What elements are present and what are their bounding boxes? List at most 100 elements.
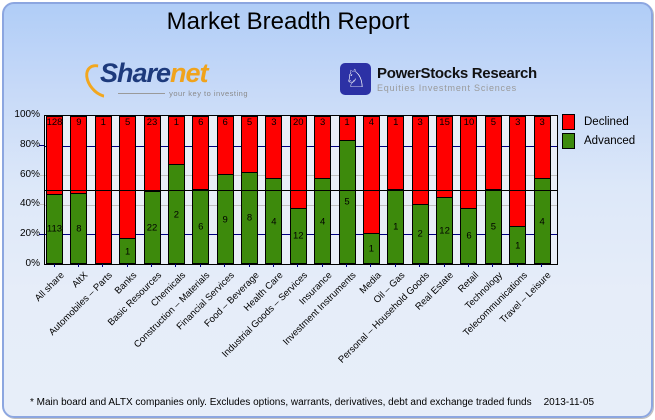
bar-segment-advanced	[387, 189, 405, 264]
bar-segment-advanced	[484, 189, 502, 264]
x-axis-tick	[467, 264, 469, 267]
bar-Health Care: 34	[265, 116, 283, 264]
advanced-value-label: 22	[146, 222, 158, 234]
declined-value-label: 1	[344, 117, 350, 128]
advanced-value-label: 1	[515, 240, 521, 251]
declined-value-label: 5	[490, 117, 496, 128]
y-axis-label-0%: 0%	[25, 258, 40, 269]
bar-segment-advanced	[411, 203, 429, 264]
advanced-value-label: 2	[173, 209, 180, 221]
fifty-percent-reference-line	[44, 190, 558, 191]
footnote-text: * Main board and ALTX companies only. Ex…	[30, 397, 532, 408]
bar-segment-advanced	[460, 207, 478, 264]
bar-Investment Instruments: 15	[338, 116, 356, 264]
tagline-divider	[118, 93, 166, 94]
declined-value-label: 9	[76, 117, 82, 128]
declined-value-label: 3	[515, 117, 521, 128]
declined-value-label: 5	[246, 117, 253, 128]
bar-segment-advanced	[167, 164, 185, 264]
bar-segment-advanced	[338, 139, 356, 264]
bar-segment-advanced	[509, 226, 527, 264]
declined-value-label: 23	[146, 117, 158, 128]
bar-segment-advanced	[241, 171, 259, 264]
bar-segment-declined	[119, 116, 137, 240]
bar-segment-advanced	[216, 174, 234, 264]
advanced-value-label: 6	[466, 230, 472, 242]
x-axis-tick	[541, 264, 543, 267]
y-axis-label-100%: 100%	[14, 109, 40, 120]
legend-label-declined: Declined	[584, 116, 629, 128]
x-axis-tick	[516, 264, 518, 267]
powerstocks-name: PowerStocks Research	[377, 65, 537, 82]
advanced-value-label: 5	[490, 221, 496, 233]
bar-segment-advanced	[265, 178, 283, 264]
y-axis-tick	[39, 174, 44, 176]
declined-value-label: 1	[100, 117, 106, 128]
bar-segment-advanced	[119, 238, 137, 264]
bar-segment-advanced	[362, 233, 380, 264]
bar-segment-advanced	[143, 190, 161, 264]
advanced-value-label: 6	[198, 221, 204, 233]
advanced-value-label: 1	[393, 221, 399, 233]
x-axis-label-AltX: AltX	[70, 270, 91, 291]
advanced-value-label: 2	[417, 228, 423, 240]
legend-item-advanced: Advanced	[562, 133, 635, 149]
x-axis-tick	[321, 264, 323, 267]
sharenet-logo: Sharenet your key to investing	[78, 58, 258, 104]
bar-Real Estate: 15 12	[436, 116, 454, 264]
bar-segment-advanced	[289, 207, 307, 264]
x-axis-labels: All share AltX Automobiles – Parts Banks Bas…	[32, 267, 558, 397]
y-axis-tick	[39, 234, 44, 236]
declined-value-label: 4	[368, 117, 375, 128]
bar-All share: 128 113	[46, 116, 63, 264]
bar-segment-declined	[362, 116, 380, 235]
y-axis-tick	[39, 144, 44, 146]
x-axis-tick	[126, 264, 128, 267]
declined-value-label: 1	[393, 117, 399, 128]
legend-label-advanced: Advanced	[584, 135, 636, 147]
declined-value-label: 15	[439, 117, 450, 128]
sharenet-word-primary: Share	[100, 58, 171, 88]
bar-Oil – Gas: 11	[387, 116, 405, 264]
declined-value-label: 3	[271, 117, 277, 128]
bar-segment-advanced	[436, 197, 454, 264]
bar-Financial Services: 69	[216, 116, 234, 264]
powerstocks-subtitle: Equities Investment Sciences	[377, 83, 517, 93]
advanced-swatch-icon	[562, 133, 575, 149]
bar-Industrial Goods – Services: 20 12	[289, 116, 307, 264]
bar-segment-declined	[509, 116, 527, 227]
y-axis-label-20%: 20%	[19, 228, 40, 240]
advanced-value-label: 4	[320, 216, 326, 228]
x-axis-tick	[199, 264, 201, 267]
x-axis-tick	[248, 264, 250, 267]
bar-Basic Resources: 23 22	[143, 116, 161, 264]
bar-segment-advanced	[192, 189, 210, 264]
chart-legend: Declined Advanced	[562, 114, 635, 152]
x-axis-tick	[297, 264, 299, 267]
declined-value-label: 5	[124, 117, 131, 128]
declined-value-label: 6	[222, 117, 228, 128]
page-title: Market Breadth Report	[166, 8, 410, 35]
chart-plot-area: 128 113 9 8 1 5 1 23 22 1 2 6 6 6 9 5 8 3 4 20 12 3 4 1 5 4 1 1 1 3 2 1…	[44, 115, 558, 265]
advanced-value-label: 8	[76, 223, 82, 235]
bar-Travel – Leisure: 34	[533, 116, 551, 264]
bar-segment-advanced	[533, 178, 551, 264]
bar-segment-declined	[436, 116, 454, 199]
advanced-value-label: 4	[539, 216, 545, 228]
x-axis-tick	[102, 264, 104, 267]
declined-value-label: 3	[539, 117, 545, 128]
x-axis-tick	[443, 264, 445, 267]
declined-value-label: 6	[198, 117, 204, 128]
x-axis-tick	[394, 264, 396, 267]
sharenet-tagline-row: your key to investing	[118, 89, 248, 98]
y-axis-label-40%: 40%	[19, 198, 40, 210]
advanced-value-label: 4	[271, 216, 277, 228]
advanced-value-label: 8	[246, 212, 253, 224]
